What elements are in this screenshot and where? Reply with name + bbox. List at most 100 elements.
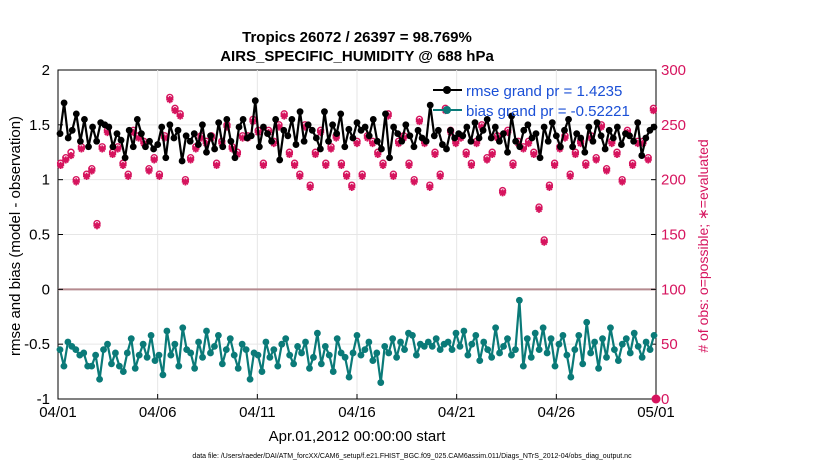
rmse-point: [154, 141, 162, 148]
obs-evaluated-marker: [306, 183, 314, 191]
obs-evaluated-marker: [405, 161, 413, 170]
obs-evaluated-marker: [452, 139, 460, 148]
right-axis: 0 50 100 150 200 250 300: [651, 62, 686, 408]
bias-point: [472, 331, 480, 339]
rmse-point: [373, 137, 381, 145]
bias-point: [317, 360, 325, 368]
rmse-point: [68, 126, 76, 134]
bias-point: [167, 351, 175, 359]
bias-point: [218, 360, 226, 368]
obs-evaluated-marker: [296, 172, 304, 180]
obs-evaluated-marker: [72, 178, 80, 186]
rmse-point: [508, 112, 515, 120]
rmse-point: [528, 134, 536, 142]
obs-evaluated-marker: [239, 134, 247, 142]
rmse-point: [255, 143, 263, 151]
rmse-point: [239, 115, 247, 123]
bias-point: [258, 368, 266, 375]
obs-evaluated-marker: [608, 139, 616, 148]
bias-point: [377, 379, 385, 386]
rmse-point: [56, 130, 64, 138]
rmse-point: [414, 126, 422, 134]
rmse-point: [483, 115, 491, 123]
bias-point: [203, 327, 210, 335]
obs-evaluated-marker: [467, 161, 475, 170]
obs-evaluated-marker: [93, 222, 101, 230]
rmse-point: [479, 126, 487, 134]
bias-point: [211, 342, 218, 350]
left-tick-label: 1: [42, 172, 50, 189]
obs-evaluated-marker: [436, 172, 444, 180]
rmse-point: [544, 137, 552, 145]
rmse-point: [491, 123, 499, 131]
bias-point: [650, 331, 658, 339]
rmse-point: [398, 137, 406, 145]
rmse-point: [495, 137, 503, 145]
obs-evaluated-marker: [317, 128, 325, 137]
bias-point: [115, 362, 123, 370]
rmse-point: [312, 134, 320, 142]
rmse-point: [235, 123, 243, 131]
rmse-point: [276, 156, 284, 164]
obs-evaluated-marker: [379, 161, 387, 170]
rmse-point: [272, 115, 280, 123]
bias-point: [555, 340, 563, 348]
bias-point: [278, 340, 286, 348]
right-tick-label: 300: [661, 62, 686, 79]
bias-point: [60, 362, 68, 370]
obs-evaluated-marker: [525, 139, 533, 148]
bias-point: [151, 357, 159, 365]
rmse-point: [512, 137, 520, 145]
obs-evaluated-marker: [561, 134, 569, 142]
bias-point: [626, 349, 634, 357]
rmse-point: [386, 154, 393, 162]
rmse-point: [577, 134, 585, 142]
rmse-point: [613, 123, 621, 131]
obs-evaluated-marker: [478, 123, 486, 131]
bias-point: [531, 329, 539, 337]
bias-point: [535, 346, 543, 354]
rmse-point: [467, 137, 475, 145]
rmse-point: [585, 123, 593, 131]
x-axis: 04/01 04/06 04/11 04/16 04/21 04/26 05/01: [39, 394, 675, 421]
bias-point: [112, 349, 119, 357]
rmse-point: [85, 143, 92, 151]
bias-point: [642, 338, 650, 346]
chart-title-line2: AIRS_SPECIFIC_HUMIDITY @ 688 hPa: [220, 48, 494, 65]
bias-point: [80, 349, 88, 357]
rmse-point: [158, 123, 166, 131]
bias-point: [571, 346, 579, 354]
rmse-point: [565, 115, 572, 123]
obs-evaluated-marker: [504, 128, 512, 137]
rmse-point: [345, 125, 353, 133]
obs-evaluated-marker: [213, 161, 221, 170]
bias-point: [262, 338, 270, 346]
obs-evaluated-marker: [166, 96, 174, 104]
bias-point: [325, 351, 333, 359]
obs-evaluated-marker: [509, 161, 517, 170]
right-tick-label: 250: [661, 117, 686, 134]
bias-point: [559, 331, 567, 339]
rmse-point: [117, 136, 125, 144]
rmse-point: [561, 126, 568, 134]
rmse-point: [304, 121, 312, 129]
bias-point: [444, 338, 452, 346]
bias-point: [369, 357, 377, 365]
bias-point: [504, 335, 511, 343]
rmse-point: [394, 130, 402, 138]
rmse-point: [410, 143, 418, 151]
bias-point: [389, 335, 397, 343]
bias-point: [88, 362, 96, 370]
bias-point: [595, 364, 602, 372]
rmse-point: [182, 132, 190, 140]
rmse-point: [532, 130, 540, 138]
bias-point: [333, 335, 341, 343]
obs-evaluated-marker: [67, 151, 75, 160]
rmse-point: [288, 115, 296, 123]
left-axis: -1 -0.5 0 0.5 1 1.5 2: [24, 62, 63, 408]
bias-point: [139, 340, 147, 348]
obs-evaluated-marker: [181, 178, 189, 186]
rmse-point: [618, 141, 625, 148]
rmse-point: [292, 141, 300, 148]
